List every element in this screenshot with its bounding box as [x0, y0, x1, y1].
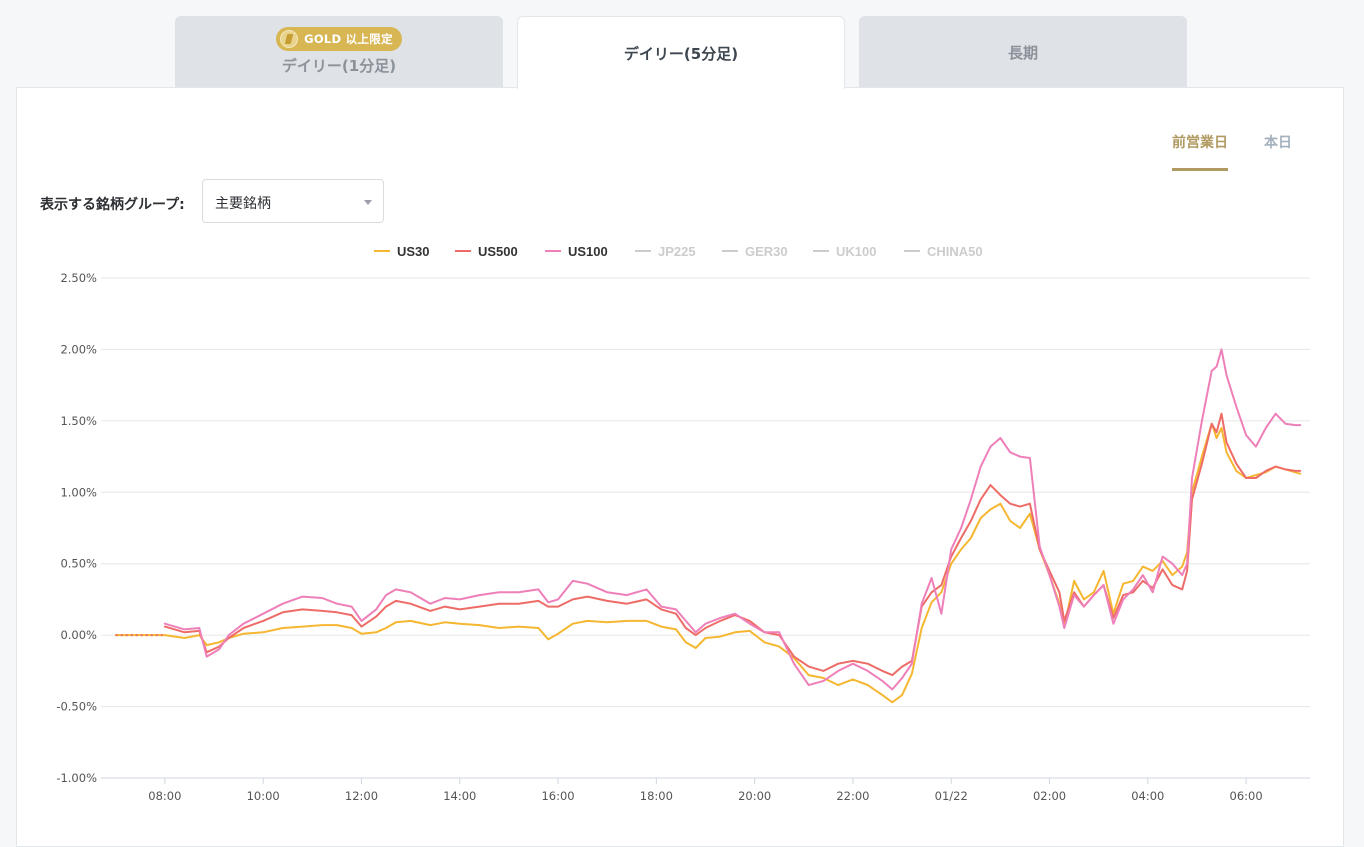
x-tick-label: 06:00 [1230, 789, 1263, 803]
legend-item-us30: US30 [397, 244, 430, 259]
tab-daily-5min[interactable]: デイリー(5分足) [517, 16, 845, 89]
legend-item-china50: CHINA50 [927, 244, 983, 259]
tab-label: デイリー(5分足) [623, 44, 739, 63]
chevron-down-icon [364, 200, 372, 205]
gold-badge: GOLD 以上限定 [276, 27, 402, 51]
symbol-group-value: 主要銘柄 [215, 196, 271, 212]
tab-long-term[interactable]: 長期 [859, 16, 1187, 88]
legend-item-ger30: GER30 [745, 244, 788, 259]
x-tick-label: 16:00 [541, 789, 574, 803]
x-tick-label: 20:00 [738, 789, 771, 803]
tab-daily-1min[interactable]: GOLD 以上限定 デイリー(1分足) [175, 16, 503, 88]
x-tick-label: 18:00 [640, 789, 673, 803]
tab-label: デイリー(1分足) [281, 57, 397, 75]
y-tick-label: 0.00% [60, 628, 97, 642]
y-tick-label: 1.00% [60, 485, 97, 499]
legend-item-us500: US500 [478, 244, 518, 259]
symbol-group-select[interactable]: 主要銘柄 [202, 179, 384, 223]
y-tick-label: 2.00% [60, 342, 97, 356]
tab-label: 長期 [1007, 43, 1038, 62]
x-tick-label: 12:00 [345, 789, 378, 803]
previous-business-day-toggle[interactable]: 前営業日 [1172, 132, 1228, 171]
series-line-us500 [163, 412, 1302, 677]
x-tick-label: 08:00 [148, 789, 181, 803]
x-tick-label: 02:00 [1033, 789, 1066, 803]
legend-item-jp225: JP225 [658, 244, 696, 259]
legend-item-us100: US100 [568, 244, 608, 259]
today-toggle[interactable]: 本日 [1264, 135, 1292, 151]
x-tick-label: 01/22 [935, 789, 968, 803]
x-tick-label: 04:00 [1131, 789, 1164, 803]
y-tick-label: 2.50% [60, 271, 97, 285]
series-line-us100 [163, 348, 1302, 691]
y-tick-label: 0.50% [60, 557, 97, 571]
y-tick-label: 1.50% [60, 414, 97, 428]
y-tick-label: -0.50% [56, 700, 97, 714]
x-tick-label: 14:00 [443, 789, 476, 803]
legend-item-uk100: UK100 [836, 244, 876, 259]
gold-bar-icon [280, 30, 299, 48]
symbol-group-label: 表示する銘柄グループ: [40, 197, 185, 213]
y-tick-label: -1.00% [56, 771, 97, 785]
x-tick-label: 10:00 [247, 789, 280, 803]
x-tick-label: 22:00 [836, 789, 869, 803]
series-line-us30 [114, 422, 1302, 704]
gold-badge-label: GOLD 以上限定 [304, 32, 393, 46]
